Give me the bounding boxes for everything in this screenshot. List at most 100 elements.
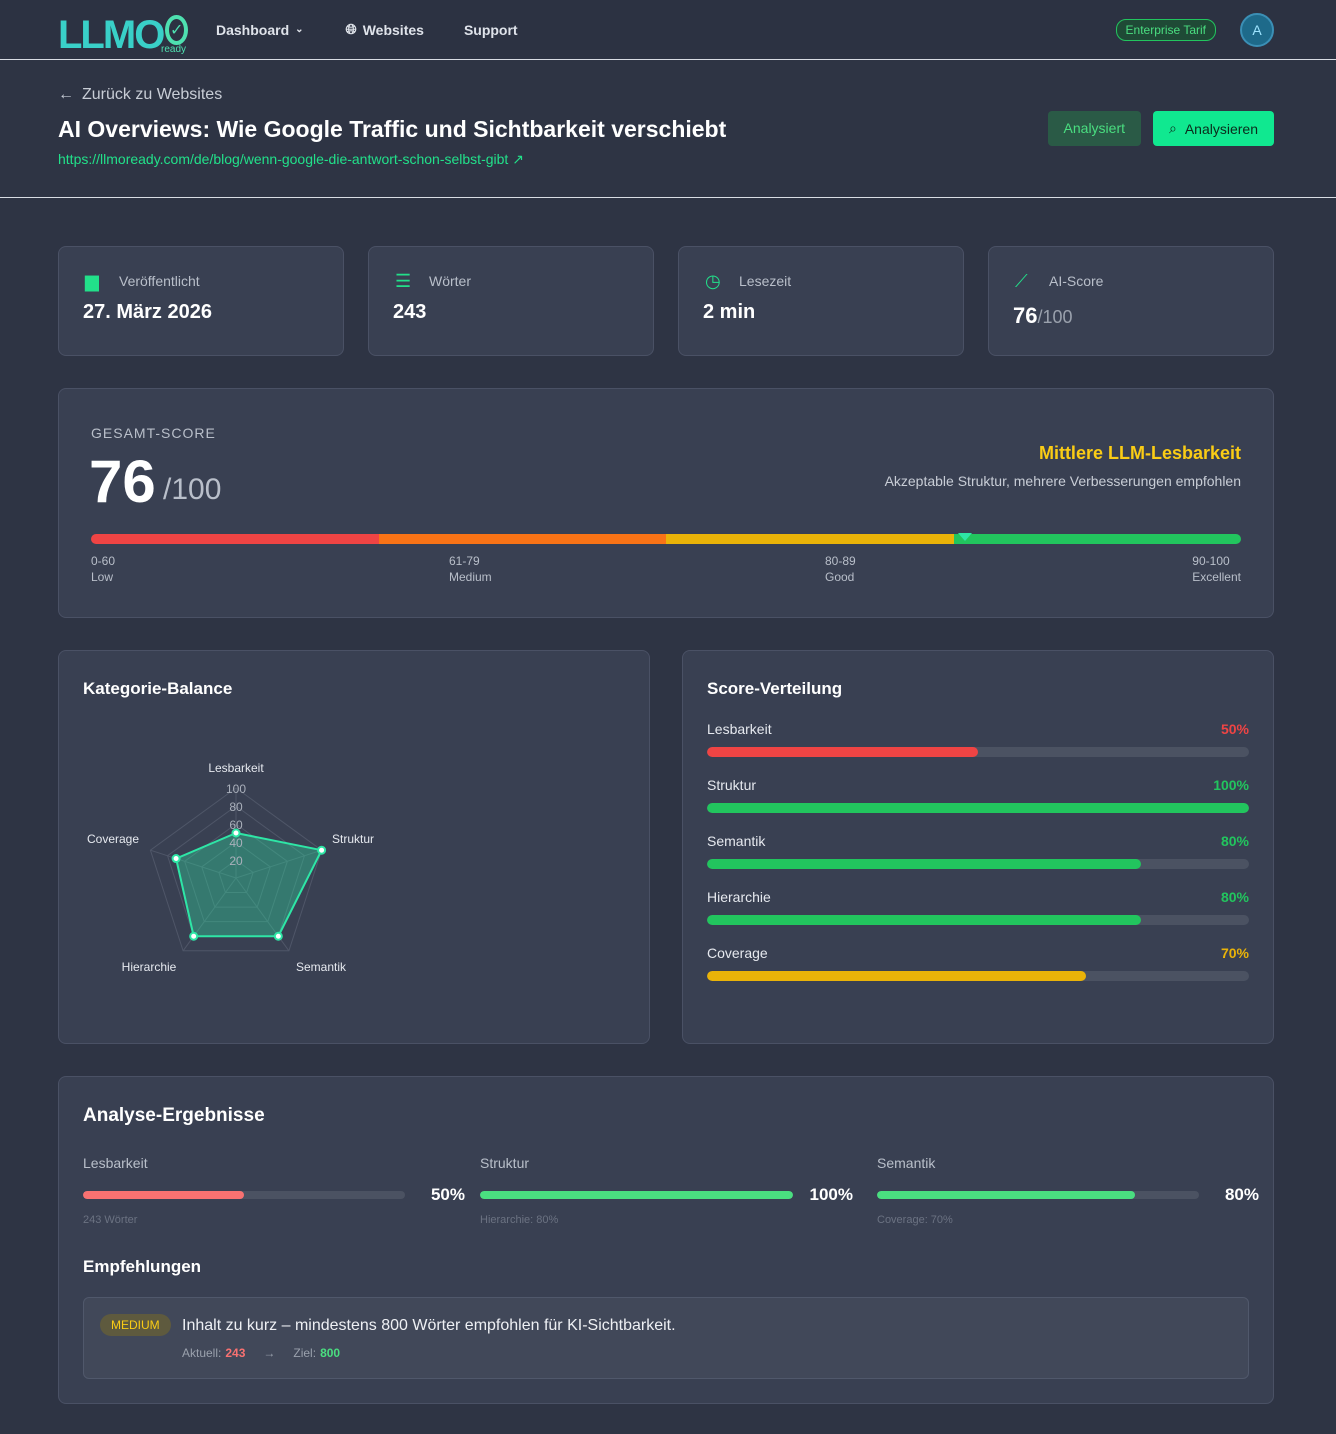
radar-point[interactable]: [273, 931, 283, 941]
result-pct: 50%: [430, 1185, 465, 1204]
result-bar-fill: [877, 1191, 1135, 1199]
nav-websites[interactable]: 🌐︎ Websites: [346, 21, 424, 38]
radar-point[interactable]: [189, 931, 199, 941]
radar-label: Hierarchie: [122, 960, 177, 974]
radar-tick: 40: [229, 836, 243, 850]
current-label: Aktuell:: [182, 1346, 222, 1360]
radar-grid: [201, 841, 271, 908]
url-text: https://llmoready.com/de/blog/wenn-googl…: [58, 151, 509, 167]
result-pct: 100%: [809, 1185, 853, 1204]
analyze-label: Analysieren: [1184, 120, 1258, 137]
stat-label: AI-Score: [1049, 273, 1104, 289]
radar-title: Kategorie-Balance: [83, 679, 233, 698]
scale-segment: [953, 534, 1241, 544]
plan-badge[interactable]: Enterprise Tarif: [1115, 18, 1216, 41]
analyze-button[interactable]: ⌕ Analysieren: [1153, 111, 1274, 146]
page-header: ← Zurück zu Websites AI Overviews: Wie Go…: [0, 60, 1336, 198]
score-distribution-card: Score-Verteilung Lesbarkeit 50% Struktur…: [682, 650, 1274, 1044]
category-balance-card: Kategorie-Balance 20 40 60 80 100 Lesbarkeit S…: [58, 650, 650, 1044]
external-link-icon: ↗: [512, 151, 524, 167]
status-analysiert-button[interactable]: Analysiert: [1047, 111, 1141, 146]
page-title: AI Overviews: Wie Google Traffic und Sic…: [58, 116, 727, 142]
back-link[interactable]: ← Zurück zu Websites: [58, 86, 1274, 104]
radar-area: [174, 831, 324, 938]
stat-card: ◷ Lesezeit 2 min: [678, 246, 964, 356]
logo[interactable]: LLMO ✓ ready: [58, 5, 188, 55]
stat-value: 27. März 2026: [83, 301, 212, 324]
stat-value: 76/100: [1013, 303, 1073, 329]
radar-label: Coverage: [87, 832, 139, 846]
result-note: 243 Wörter: [83, 1214, 138, 1226]
radar-grid: [149, 787, 323, 952]
stat-label: Veröffentlicht: [119, 273, 200, 289]
stat-number: 76: [1013, 303, 1038, 328]
result-label: Struktur: [480, 1155, 530, 1171]
distribution-bar-fill: [707, 971, 1087, 981]
radar-tick: 60: [229, 818, 243, 832]
radar-axis: [150, 849, 237, 879]
search-icon: ⌕: [1169, 120, 1177, 136]
overall-score-card: GESAMT-SCORE 76 /100 Mittlere LLM-Lesbar…: [58, 388, 1274, 618]
recommendations-title: Empfehlungen: [83, 1257, 202, 1276]
distribution-pct: 50%: [1220, 721, 1249, 737]
chevron-down-icon: ⌄: [295, 24, 304, 35]
result-bar-fill: [480, 1191, 793, 1199]
stat-number: 2 min: [703, 301, 756, 323]
current-value: 243: [225, 1346, 246, 1360]
distribution-bar-fill: [707, 747, 978, 757]
distribution-pct: 100%: [1213, 777, 1249, 793]
radar-point[interactable]: [231, 828, 241, 838]
radar-label: Struktur: [332, 832, 374, 846]
stat-number: 27. März 2026: [83, 301, 212, 323]
back-label: Zurück zu Websites: [82, 86, 223, 103]
scale-label: 0-60 Low: [91, 553, 115, 585]
radar-tick: 100: [226, 782, 246, 796]
distribution-bar: [707, 803, 1249, 813]
result-label: Lesbarkeit: [83, 1155, 148, 1171]
range-name: Medium: [449, 570, 492, 584]
distribution-title: Score-Verteilung: [707, 679, 843, 698]
scale-label: 80-89 Good: [825, 553, 856, 585]
result-bar: [480, 1191, 793, 1199]
overall-label: GESAMT-SCORE: [91, 425, 216, 441]
radar-point[interactable]: [317, 845, 327, 855]
radar-tick: 80: [229, 800, 243, 814]
distribution-bar-fill: [707, 915, 1141, 925]
range: 61-79: [449, 554, 480, 568]
text-lines-icon: ☰: [395, 271, 412, 291]
results-card: Analyse-Ergebnisse Lesbarkeit 50% 243 Wö…: [58, 1076, 1274, 1404]
stat-label: Wörter: [429, 273, 471, 289]
target-value: 800: [320, 1346, 341, 1360]
distribution-pct: 80%: [1220, 889, 1249, 905]
nav-label: Support: [463, 21, 518, 38]
radar-grid: [218, 859, 254, 894]
clock-icon: ◷: [705, 271, 721, 291]
stat-label: Lesezeit: [739, 273, 792, 289]
distribution-pct: 70%: [1220, 945, 1249, 961]
nav-dashboard[interactable]: Dashboard ⌄: [216, 22, 304, 38]
range: 90-100: [1192, 554, 1230, 568]
result-label: Semantik: [877, 1155, 936, 1171]
overall-score: 76: [89, 448, 156, 515]
result-bar-fill: [83, 1191, 244, 1199]
nav-label: Dashboard: [216, 21, 290, 38]
top-nav: LLMO ✓ ready Dashboard ⌄ 🌐︎ Websites Support…: [0, 0, 1336, 60]
radar-grid: [184, 823, 288, 923]
distribution-label: Semantik: [707, 833, 766, 849]
rating-label: Mittlere LLM-Lesbarkeit: [1038, 443, 1241, 463]
distribution-label: Hierarchie: [707, 889, 771, 905]
result-note: Coverage: 70%: [877, 1214, 953, 1226]
nav-support[interactable]: Support: [464, 22, 518, 38]
recommendation-meta: Aktuell: 243 → Ziel: 800: [182, 1346, 340, 1360]
radar-point[interactable]: [171, 854, 181, 864]
result-bar: [83, 1191, 405, 1199]
distribution-bar-fill: [707, 859, 1141, 869]
logo-text: LLMO: [58, 12, 165, 57]
article-url[interactable]: https://llmoready.com/de/blog/wenn-googl…: [58, 151, 1274, 168]
avatar[interactable]: A: [1240, 12, 1274, 47]
distribution-bar: [707, 747, 1249, 757]
overall-max: /100: [163, 473, 222, 506]
scale-segment: [91, 534, 379, 544]
calendar-icon: ▆: [85, 271, 99, 291]
distribution-label: Lesbarkeit: [707, 721, 772, 737]
